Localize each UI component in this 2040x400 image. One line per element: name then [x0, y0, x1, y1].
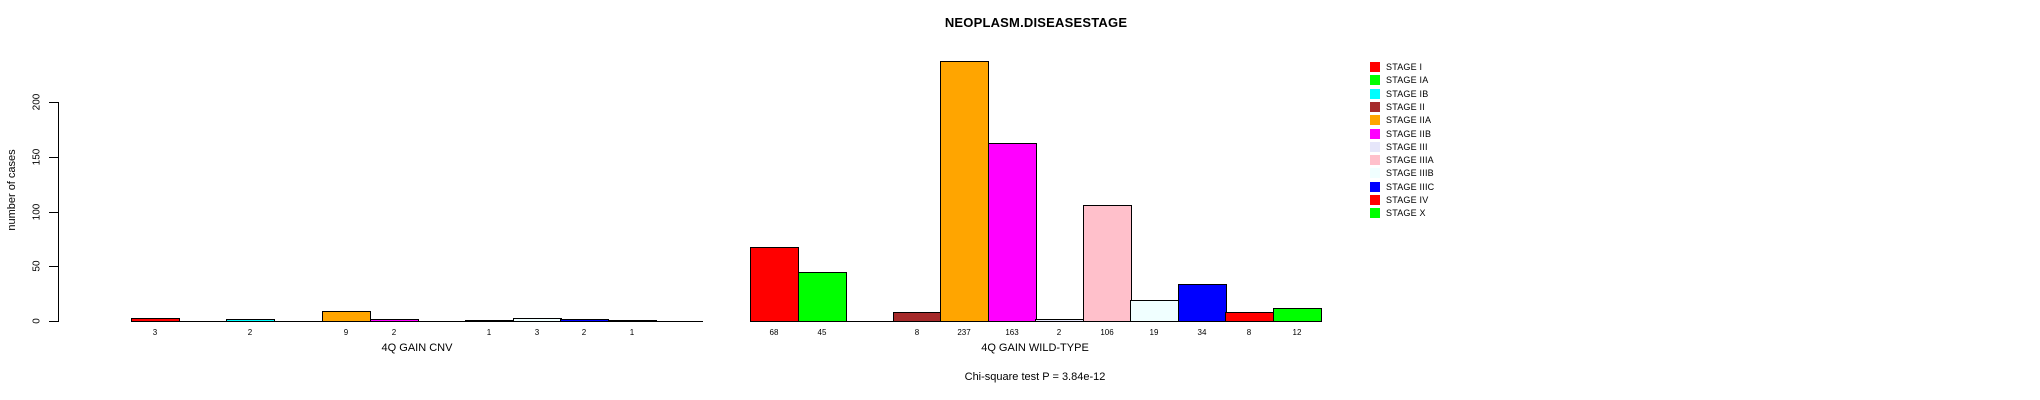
bar-stage-iiib — [1130, 300, 1179, 322]
bar-count-label: 106 — [1100, 328, 1114, 337]
bar-stage-iia — [322, 311, 371, 322]
legend-item: STAGE IB — [1370, 88, 1428, 100]
bar-stage-i — [131, 318, 180, 322]
legend-swatch-icon — [1370, 141, 1380, 152]
legend-item: STAGE II — [1370, 101, 1425, 113]
y-axis-tick — [49, 211, 58, 213]
legend-swatch-icon — [1370, 101, 1380, 112]
legend-label: STAGE IIB — [1386, 128, 1432, 139]
legend-label: STAGE II — [1386, 101, 1425, 112]
bar-count-label: 2 — [391, 328, 397, 337]
bar-stage-iib — [988, 143, 1037, 322]
legend-item: STAGE IIA — [1370, 114, 1431, 126]
legend-item: STAGE IA — [1370, 74, 1428, 86]
legend-swatch-icon — [1370, 115, 1380, 126]
bar-count-label: 1 — [486, 328, 492, 337]
legend-label: STAGE X — [1386, 208, 1426, 219]
bar-count-label: 19 — [1149, 328, 1159, 337]
stat-annotation: Chi-square test P = 3.84e-12 — [964, 371, 1106, 383]
y-axis-tick — [49, 266, 58, 268]
bar-count-label: 45 — [817, 328, 827, 337]
legend-label: STAGE I — [1386, 62, 1423, 72]
bar-stage-iii — [1035, 319, 1084, 322]
legend-swatch-icon — [1370, 155, 1380, 166]
y-axis-tick — [49, 156, 58, 158]
bar-count-label: 237 — [957, 328, 971, 337]
legend-swatch-icon — [1370, 195, 1380, 205]
bar-count-label: 3 — [152, 328, 158, 337]
legend-label: STAGE IA — [1386, 75, 1429, 86]
legend-item: STAGE IIIC — [1370, 181, 1434, 193]
legend-label: STAGE IB — [1386, 88, 1429, 99]
legend-item: STAGE IIIA — [1370, 154, 1434, 166]
bar-stage-ia — [798, 272, 847, 322]
legend-label: STAGE IIIC — [1386, 181, 1435, 192]
bar-stage-x — [1273, 308, 1322, 322]
bar-stage-iib — [370, 319, 419, 322]
bar-count-label: 2 — [247, 328, 253, 337]
bar-stage-iiia — [465, 320, 514, 322]
bar-count-label: 8 — [914, 328, 920, 337]
y-axis-tick-label: 150 — [31, 148, 43, 166]
bar-stage-iiia — [1083, 205, 1132, 322]
y-axis-tick — [49, 321, 58, 322]
bar-stage-iv — [1225, 312, 1274, 322]
legend-swatch-icon — [1370, 168, 1380, 179]
bar-count-label: 163 — [1005, 328, 1019, 337]
legend-item: STAGE IV — [1370, 194, 1428, 206]
bar-stage-ii — [893, 312, 942, 322]
y-axis-tick-label: 50 — [31, 260, 43, 272]
bar-count-label: 2 — [581, 328, 587, 337]
bar-stage-iv — [608, 320, 657, 322]
legend-label: STAGE III — [1386, 141, 1428, 152]
bar-count-label: 9 — [343, 328, 349, 337]
x-axis-group-label: 4Q GAIN WILD-TYPE — [981, 342, 1089, 354]
bar-count-label: 34 — [1197, 328, 1207, 337]
legend-swatch-icon — [1370, 208, 1380, 219]
bar-count-label: 12 — [1292, 328, 1302, 337]
y-axis-tick-label: 100 — [31, 203, 43, 220]
bar-count-label: 8 — [1246, 328, 1252, 337]
legend-label: STAGE IV — [1386, 195, 1429, 205]
bar-count-label: 68 — [769, 328, 779, 337]
legend-label: STAGE IIA — [1386, 115, 1432, 126]
legend-label: STAGE IIIA — [1386, 155, 1434, 166]
bar-count-label: 2 — [1056, 328, 1062, 337]
bar-stage-i — [750, 247, 799, 322]
legend-item: STAGE IIIB — [1370, 167, 1434, 179]
legend-item: STAGE IIB — [1370, 128, 1431, 140]
bar-stage-iia — [940, 61, 989, 322]
legend-swatch-icon — [1370, 128, 1380, 139]
legend-swatch-icon — [1370, 62, 1380, 72]
y-axis-tick-label: 200 — [31, 93, 43, 111]
y-axis-label: number of cases — [6, 149, 18, 231]
legend-swatch-icon — [1370, 75, 1380, 86]
chart-title: NEOPLASM.DISEASESTAGE — [944, 15, 1128, 30]
legend-item: STAGE I — [1370, 61, 1422, 73]
legend-label: STAGE IIIB — [1386, 168, 1434, 179]
bar-stage-iiic — [1178, 284, 1227, 322]
bar-stage-ib — [226, 319, 275, 322]
legend-item: STAGE III — [1370, 141, 1428, 153]
y-axis-line — [58, 102, 59, 322]
legend-swatch-icon — [1370, 181, 1380, 192]
legend-swatch-icon — [1370, 88, 1380, 99]
bar-stage-iiib — [513, 318, 562, 322]
bar-stage-iiic — [560, 319, 609, 322]
x-axis-group-label: 4Q GAIN CNV — [381, 342, 453, 354]
bar-count-label: 3 — [534, 328, 540, 337]
y-axis-tick-label: 0 — [31, 318, 43, 324]
y-axis-tick — [49, 102, 58, 103]
bar-count-label: 1 — [629, 328, 635, 337]
legend-item: STAGE X — [1370, 207, 1426, 219]
